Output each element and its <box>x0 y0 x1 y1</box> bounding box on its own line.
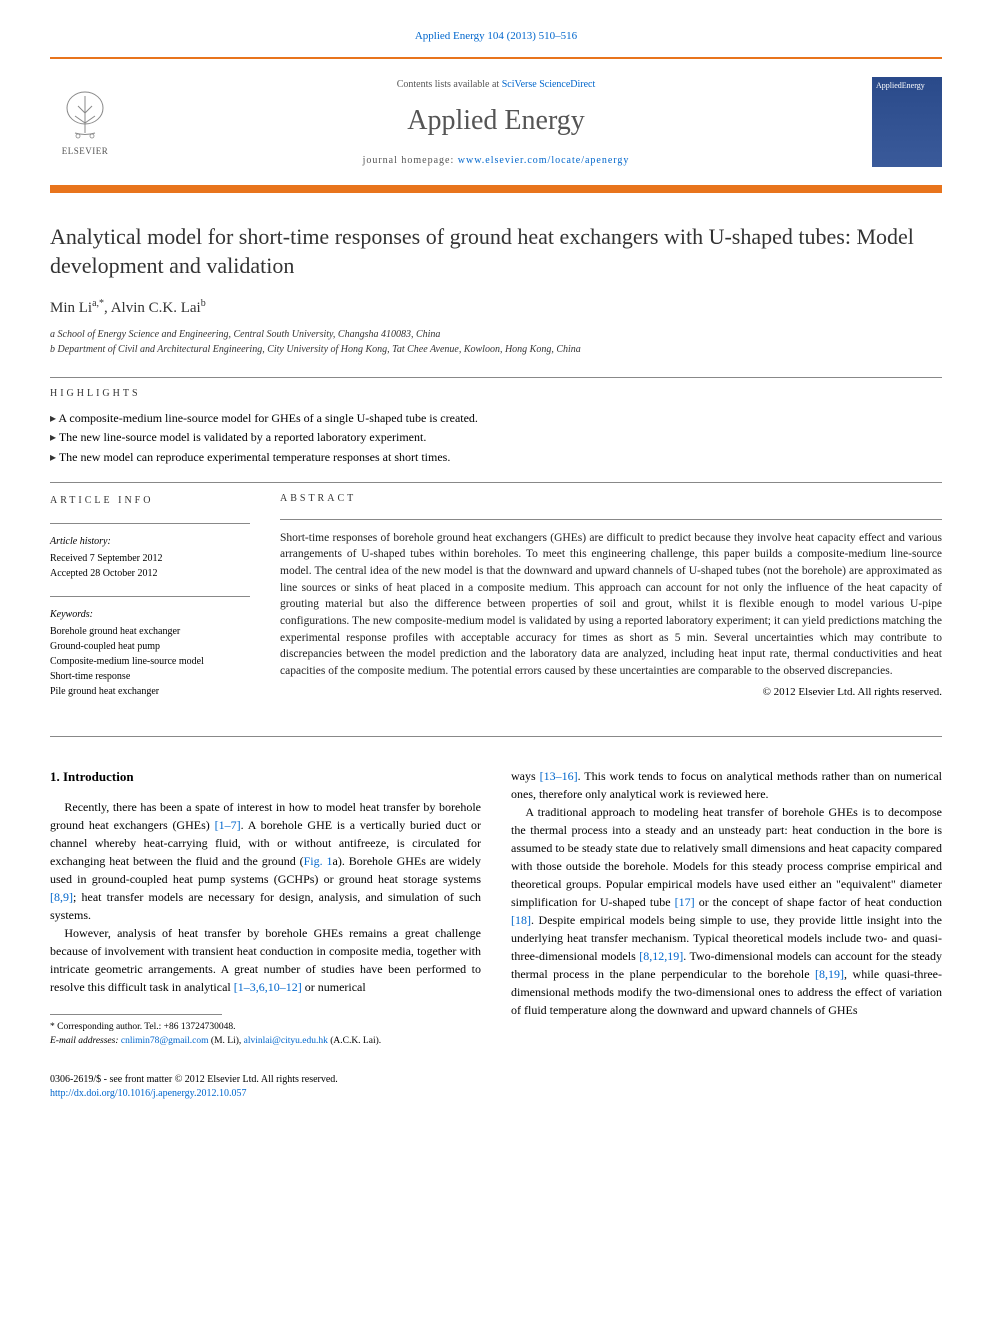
copyright: © 2012 Elsevier Ltd. All rights reserved… <box>280 686 942 698</box>
elsevier-name: ELSEVIER <box>62 146 109 156</box>
email-label: E-mail addresses: <box>50 1036 121 1046</box>
keyword: Borehole ground heat exchanger <box>50 624 250 639</box>
article-info-label: ARTICLE INFO <box>50 493 250 508</box>
body-col-right: ways [13–16]. This work tends to focus o… <box>511 767 942 1048</box>
doi-link[interactable]: http://dx.doi.org/10.1016/j.apenergy.201… <box>50 1088 246 1099</box>
sciencedirect-link[interactable]: SciVerse ScienceDirect <box>502 79 596 90</box>
email-link-1[interactable]: cnlimin78@gmail.com <box>121 1036 209 1046</box>
elsevier-tree-icon <box>60 88 110 143</box>
keyword: Pile ground heat exchanger <box>50 684 250 699</box>
abstract-column: ABSTRACT Short-time responses of borehol… <box>280 493 942 711</box>
orange-divider-bottom <box>50 185 942 193</box>
divider <box>50 523 250 524</box>
info-abstract-row: ARTICLE INFO Article history: Received 7… <box>50 493 942 711</box>
keywords-heading: Keywords: <box>50 607 250 622</box>
divider <box>50 736 942 737</box>
body-columns: 1. Introduction Recently, there has been… <box>50 767 942 1048</box>
corresponding-author: * Corresponding author. Tel.: +86 137247… <box>50 1021 481 1034</box>
header-citation: Applied Energy 104 (2013) 510–516 <box>50 30 942 42</box>
highlight-item: The new line-source model is validated b… <box>50 428 942 447</box>
affiliation-b: b Department of Civil and Architectural … <box>50 342 942 357</box>
divider <box>50 596 250 597</box>
history-heading: Article history: <box>50 534 250 549</box>
footnotes: * Corresponding author. Tel.: +86 137247… <box>50 1021 481 1048</box>
abstract-text: Short-time responses of borehole ground … <box>280 530 942 680</box>
highlights-label: HIGHLIGHTS <box>50 388 942 399</box>
body-paragraph: A traditional approach to modeling heat … <box>511 803 942 1019</box>
homepage-link[interactable]: www.elsevier.com/locate/apenergy <box>458 155 630 166</box>
footer-left: 0306-2619/$ - see front matter © 2012 El… <box>50 1073 338 1101</box>
email-addresses: E-mail addresses: cnlimin78@gmail.com (M… <box>50 1035 481 1048</box>
keyword: Composite-medium line-source model <box>50 654 250 669</box>
authors: Min Lia,*, Alvin C.K. Laib <box>50 298 942 317</box>
author-1: Min Li <box>50 300 92 316</box>
body-paragraph: ways [13–16]. This work tends to focus o… <box>511 767 942 803</box>
affiliations: a School of Energy Science and Engineeri… <box>50 327 942 357</box>
body-paragraph: However, analysis of heat transfer by bo… <box>50 924 481 996</box>
issn-line: 0306-2619/$ - see front matter © 2012 El… <box>50 1073 338 1087</box>
contents-available: Contents lists available at SciVerse Sci… <box>120 79 872 90</box>
accepted-date: Accepted 28 October 2012 <box>50 566 250 581</box>
elsevier-logo: ELSEVIER <box>50 82 120 162</box>
journal-name: Applied Energy <box>120 105 872 137</box>
highlight-item: A composite-medium line-source model for… <box>50 409 942 428</box>
author-2: , Alvin C.K. Lai <box>104 300 201 316</box>
body-col-left: 1. Introduction Recently, there has been… <box>50 767 481 1048</box>
affiliation-a: a School of Energy Science and Engineeri… <box>50 327 942 342</box>
article-title: Analytical model for short-time response… <box>50 223 942 280</box>
contents-text: Contents lists available at <box>397 79 502 90</box>
email-1-name: (M. Li), <box>209 1036 244 1046</box>
author-1-sup: a,* <box>92 298 104 309</box>
email-link-2[interactable]: alvinlai@cityu.edu.hk <box>244 1036 328 1046</box>
email-2-name: (A.C.K. Lai). <box>328 1036 381 1046</box>
article-info: ARTICLE INFO Article history: Received 7… <box>50 493 250 711</box>
keywords-block: Keywords: Borehole ground heat exchanger… <box>50 607 250 699</box>
journal-cover: AppliedEnergy <box>872 77 942 167</box>
divider <box>50 482 942 483</box>
history-block: Article history: Received 7 September 20… <box>50 534 250 581</box>
author-2-sup: b <box>201 298 206 309</box>
keyword: Ground-coupled heat pump <box>50 639 250 654</box>
cover-title: AppliedEnergy <box>876 81 938 90</box>
highlight-item: The new model can reproduce experimental… <box>50 448 942 467</box>
header-row: ELSEVIER Contents lists available at Sci… <box>50 69 942 175</box>
orange-divider-top <box>50 57 942 59</box>
footer: 0306-2619/$ - see front matter © 2012 El… <box>50 1073 942 1101</box>
header-center: Contents lists available at SciVerse Sci… <box>120 79 872 166</box>
highlights-list: A composite-medium line-source model for… <box>50 409 942 467</box>
body-paragraph: Recently, there has been a spate of inte… <box>50 798 481 924</box>
divider <box>280 519 942 520</box>
section-heading: 1. Introduction <box>50 767 481 787</box>
received-date: Received 7 September 2012 <box>50 551 250 566</box>
homepage-label: journal homepage: <box>363 155 458 166</box>
abstract-label: ABSTRACT <box>280 493 942 504</box>
divider <box>50 377 942 378</box>
keyword: Short-time response <box>50 669 250 684</box>
homepage-line: journal homepage: www.elsevier.com/locat… <box>120 155 872 166</box>
footnote-divider <box>50 1014 222 1015</box>
